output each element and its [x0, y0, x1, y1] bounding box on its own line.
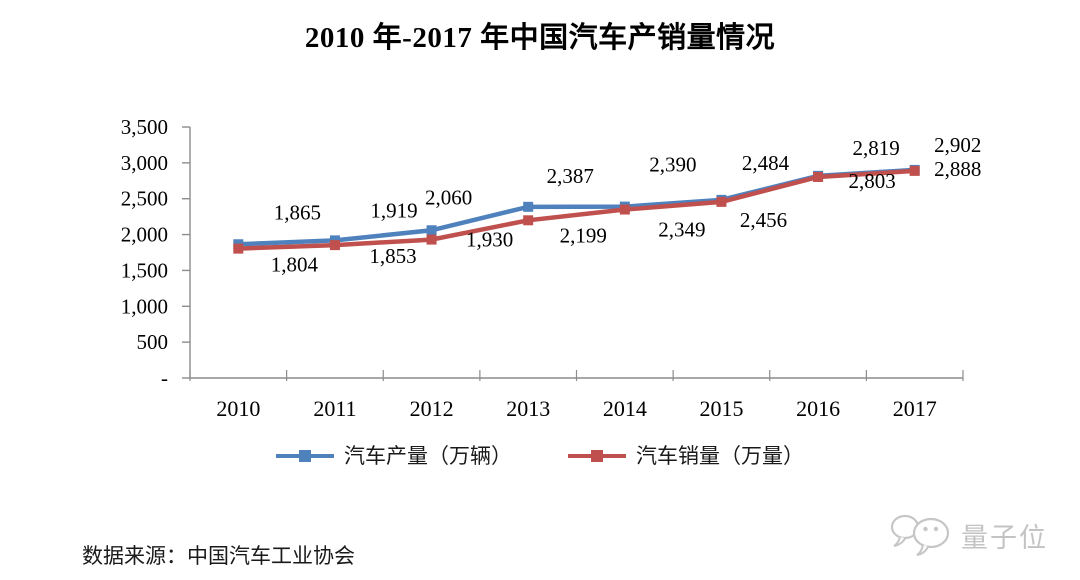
data-point-marker — [329, 240, 340, 251]
data-label: 2,888 — [934, 157, 981, 181]
source-note: 数据来源：中国汽车工业协会 — [82, 544, 355, 568]
x-axis-label: 2010 — [216, 396, 260, 421]
line-chart: - 500 1,000 1,500 2,000 2,500 3,000 3,500 2010 20… — [121, 115, 982, 421]
data-label: 2,390 — [649, 153, 696, 177]
qbitai-logo-icon — [890, 514, 950, 556]
legend-label-sales: 汽车销量（万量） — [636, 444, 804, 468]
y-axis-label: 3,500 — [121, 115, 168, 139]
x-axis-label: 2011 — [313, 396, 356, 421]
data-point-marker — [426, 234, 437, 245]
x-axis-label: 2017 — [893, 396, 937, 421]
data-point-marker — [909, 165, 920, 176]
data-label: 2,803 — [848, 169, 895, 193]
x-axis-label: 2013 — [506, 396, 550, 421]
data-label: 2,060 — [425, 185, 472, 209]
data-point-marker — [426, 225, 437, 236]
watermark-text: 量子位 — [961, 522, 1048, 553]
data-point-marker — [716, 196, 727, 207]
y-axis-label: 2,000 — [121, 223, 168, 247]
data-label: 2,484 — [742, 151, 790, 175]
data-label: 2,199 — [560, 223, 607, 247]
x-axis-label: 2015 — [699, 396, 743, 421]
data-point-marker — [813, 171, 824, 182]
sales-series-marker-icon — [568, 448, 626, 463]
data-label: 1,804 — [271, 253, 319, 277]
y-axis-label: 500 — [137, 330, 169, 354]
chart-legend: 汽车产量（万辆） 汽车销量（万量） — [0, 440, 1080, 470]
data-label: 2,819 — [852, 136, 899, 160]
y-axis-label: 1,500 — [121, 258, 168, 282]
watermark: 量子位 — [889, 510, 1048, 560]
legend-item-sales: 汽车销量（万量） — [568, 440, 804, 470]
production-series-marker-icon — [276, 448, 334, 463]
legend-square-marker — [299, 449, 311, 462]
y-axis-label: 3,000 — [121, 151, 168, 175]
legend-item-production: 汽车产量（万辆） — [276, 440, 512, 470]
x-axis-label: 2014 — [603, 396, 647, 421]
data-label: 1,919 — [370, 198, 417, 222]
y-axis-label: 1,000 — [121, 294, 168, 318]
data-point-marker — [523, 215, 534, 226]
series-line-1 — [238, 168, 915, 251]
legend-label-production: 汽车产量（万辆） — [344, 444, 512, 468]
data-point-marker — [523, 201, 534, 212]
data-label: 2,349 — [658, 218, 705, 242]
y-axis-label: - — [161, 366, 168, 390]
y-axis-label: 2,500 — [121, 187, 168, 211]
data-label: 2,456 — [740, 208, 787, 232]
data-label: 2,902 — [934, 133, 981, 157]
data-label: 1,930 — [466, 228, 513, 252]
data-point-marker — [619, 204, 630, 215]
chart-title: 2010 年-2017 年中国汽车产销量情况 — [304, 22, 776, 54]
data-label: 2,387 — [547, 164, 594, 188]
data-label: 1,853 — [369, 244, 416, 268]
legend-square-marker — [591, 449, 603, 462]
data-point-marker — [233, 243, 244, 254]
x-axis-label: 2012 — [410, 396, 454, 421]
x-axis-label: 2016 — [796, 396, 840, 421]
data-label: 1,865 — [274, 200, 321, 224]
